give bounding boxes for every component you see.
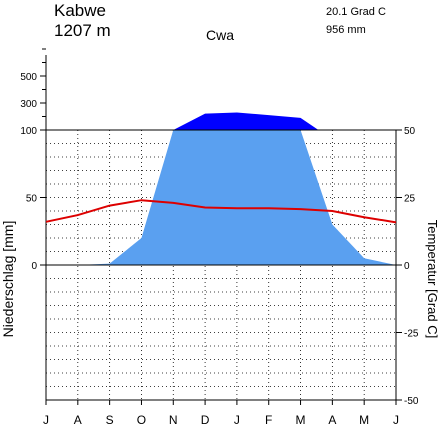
axis-tick-labels: 0 50 100 300 500 -50 -25 0 25 50 J A S O N D J F M A M J xyxy=(20,72,419,427)
temp-tick-label: -25 xyxy=(404,329,419,340)
month-label: S xyxy=(106,413,114,427)
precip-tick-label: 0 xyxy=(31,261,37,272)
annual-temperature: 20.1 Grad C xyxy=(326,6,386,18)
station-name: Kabwe xyxy=(54,1,106,20)
precip-tick-label: 300 xyxy=(20,99,37,110)
station-elevation: 1207 m xyxy=(54,21,111,40)
temperature-line xyxy=(45,199,397,224)
precip-tick-label: 100 xyxy=(20,126,37,137)
month-label: F xyxy=(265,413,272,427)
month-label: J xyxy=(43,413,49,427)
right-axis-label: Temperatur [Grad C] xyxy=(425,220,438,339)
month-label: A xyxy=(328,413,336,427)
annual-precipitation: 956 mm xyxy=(326,24,366,36)
precipitation-areas xyxy=(46,112,396,265)
month-label: M xyxy=(359,413,369,427)
month-label: A xyxy=(74,413,82,427)
temp-tick-label: 0 xyxy=(404,261,410,272)
temp-tick-label: 50 xyxy=(404,126,416,137)
month-label: J xyxy=(393,413,399,427)
precip-tick-label: 500 xyxy=(20,72,37,83)
axis-ticks xyxy=(40,48,402,405)
precip-tick-label: 50 xyxy=(26,194,38,205)
humid-area xyxy=(46,130,396,265)
very-wet-area xyxy=(173,112,319,130)
month-label: M xyxy=(296,413,306,427)
month-label: O xyxy=(137,413,146,427)
month-label: D xyxy=(201,413,210,427)
temp-tick-label: -50 xyxy=(404,396,419,407)
left-axis-label: Niederschlag [mm] xyxy=(0,221,16,338)
climate-class: Cwa xyxy=(206,27,234,43)
temp-tick-label: 25 xyxy=(404,194,416,205)
month-label: J xyxy=(234,413,240,427)
month-label: N xyxy=(169,413,178,427)
